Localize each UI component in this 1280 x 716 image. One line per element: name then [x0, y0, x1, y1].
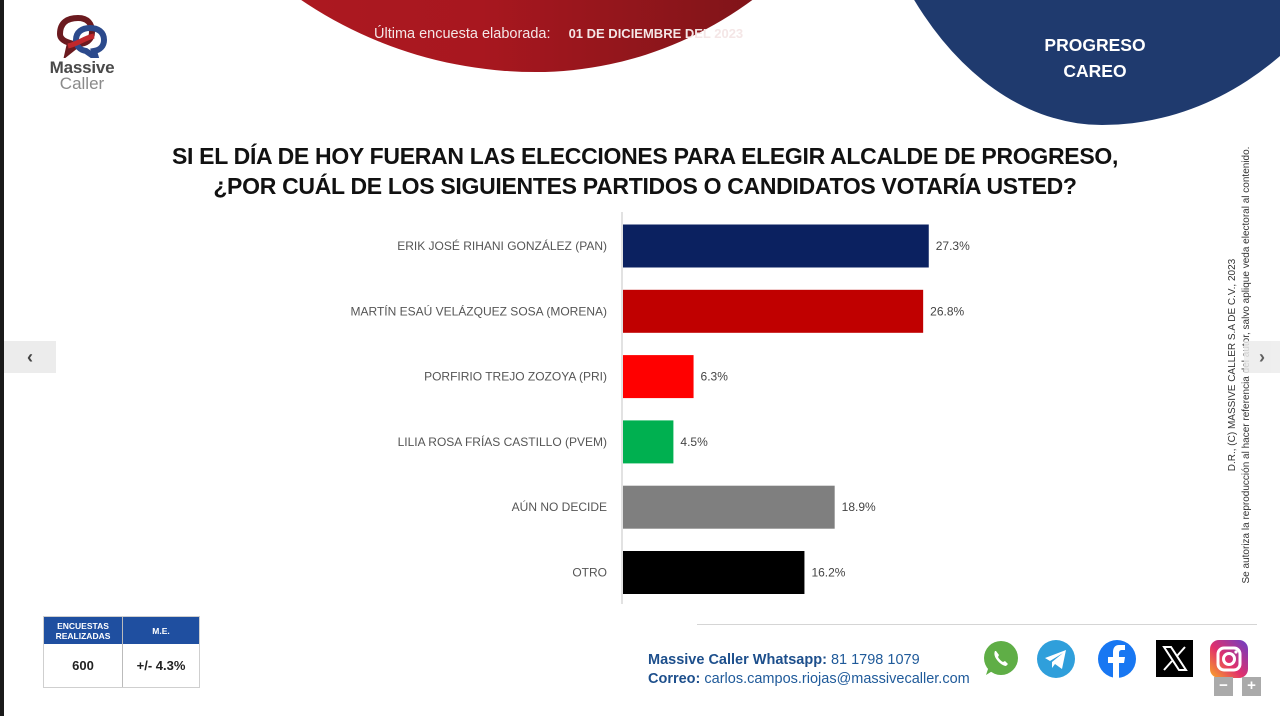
email-contact: Correo: carlos.campos.riojas@massivecall… [648, 670, 970, 689]
question-title-line-2: ¿POR CUÁL DE LOS SIGUIENTES PARTIDOS O C… [213, 173, 1077, 199]
massive-caller-logo: Massive Caller [44, 14, 124, 94]
survey-stats-table: ENCUESTAS REALIZADAS M.E. 600 +/- 4.3% [43, 616, 200, 688]
category-label: ERIK JOSÉ RIHANI GONZÁLEZ (PAN) [397, 238, 607, 253]
value-label: 18.9% [842, 500, 876, 514]
bar [623, 420, 674, 464]
stats-header-row: ENCUESTAS REALIZADAS M.E. [44, 617, 199, 644]
value-label: 26.8% [930, 304, 964, 318]
bar [623, 355, 694, 399]
category-label: MARTÍN ESAÚ VELÁZQUEZ SOSA (MORENA) [351, 303, 608, 318]
question-title-line-1: SI EL DÍA DE HOY FUERAN LAS ELECCIONES P… [171, 143, 1119, 169]
question-title: SI EL DÍA DE HOY FUERAN LAS ELECCIONES P… [120, 141, 1170, 201]
telegram-icon[interactable] [1036, 639, 1076, 679]
value-label: 16.2% [811, 566, 845, 580]
region-line-1: PROGRESO [1044, 35, 1146, 55]
facebook-icon[interactable] [1097, 639, 1137, 679]
footer-divider [697, 624, 1257, 625]
email-label: Correo: [648, 671, 701, 687]
speech-bubbles-logo-icon [56, 14, 108, 58]
instagram-icon[interactable] [1209, 639, 1249, 679]
survey-date-label: Última encuesta elaborada: [374, 26, 551, 42]
whatsapp-icon[interactable] [980, 639, 1020, 679]
contact-info: Massive Caller Whatsapp: 81 1798 1079 Co… [648, 651, 970, 689]
survey-date-value: 01 DE DICIEMBRE DEL 2023 [568, 26, 744, 41]
survey-date: Última encuesta elaborada: 01 DE DICIEMB… [374, 26, 743, 42]
whatsapp-contact: Massive Caller Whatsapp: 81 1798 1079 [648, 651, 970, 670]
chevron-left-icon: ‹ [27, 346, 33, 367]
logo-text-caller: Caller [59, 74, 105, 93]
whatsapp-label: Massive Caller Whatsapp: [648, 652, 827, 668]
stats-margin-value: +/- 4.3% [136, 658, 186, 673]
bar [623, 551, 805, 594]
window-edge [0, 0, 4, 716]
value-label: 4.5% [680, 435, 708, 449]
previous-slide-button[interactable]: ‹ [4, 341, 56, 373]
stats-header-surveys: ENCUESTAS REALIZADAS [44, 617, 123, 644]
category-label: OTRO [572, 566, 607, 580]
stats-header-margin: M.E. [152, 625, 170, 636]
copyright-line-1: D.R., (C) MASSIVE CALLER S.A DE C.V., 20… [1227, 258, 1238, 472]
x-twitter-icon[interactable] [1155, 639, 1195, 679]
stats-surveys-value: 600 [44, 644, 123, 687]
whatsapp-number: 81 1798 1079 [830, 652, 920, 668]
bar [623, 224, 929, 268]
bar [623, 485, 835, 529]
category-label: LILIA ROSA FRÍAS CASTILLO (PVEM) [398, 434, 607, 449]
zoom-in-button[interactable]: + [1242, 677, 1261, 696]
value-label: 6.3% [701, 370, 729, 384]
region-line-2: CAREO [1063, 61, 1127, 81]
region-title: PROGRESO CAREO [1020, 32, 1170, 84]
logo-text-massive: Massive [49, 58, 115, 77]
bar [623, 289, 924, 333]
next-slide-button[interactable]: › [1244, 341, 1280, 373]
category-label: AÚN NO DECIDE [512, 499, 607, 514]
zoom-out-button[interactable]: − [1214, 677, 1233, 696]
value-label: 27.3% [936, 239, 970, 253]
email-address[interactable]: carlos.campos.riojas@massivecaller.com [704, 671, 970, 687]
stats-value-row: 600 +/- 4.3% [44, 644, 199, 687]
category-label: PORFIRIO TREJO ZOZOYA (PRI) [424, 370, 607, 384]
chevron-right-icon: › [1259, 346, 1265, 367]
